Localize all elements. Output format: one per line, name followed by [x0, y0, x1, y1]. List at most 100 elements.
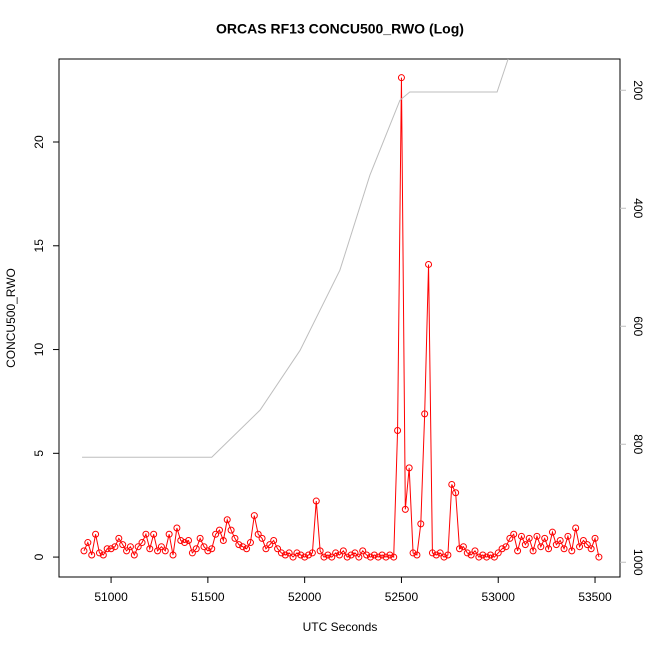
data-point [130, 551, 138, 559]
chart-title: ORCAS RF13 CONCU500_RWO (Log) [216, 21, 464, 37]
y-tick-label: 15 [32, 239, 46, 253]
data-point [250, 512, 258, 520]
data-point [479, 551, 487, 559]
data-point [382, 553, 390, 561]
data-point [428, 549, 436, 557]
data-point [165, 530, 173, 538]
data-point [308, 549, 316, 557]
data-point [88, 551, 96, 559]
data-point [448, 480, 456, 488]
data-point [154, 547, 162, 555]
data-point [215, 526, 223, 534]
data-point [409, 549, 417, 557]
data-point [548, 528, 556, 536]
data-line [83, 77, 600, 558]
data-point [456, 545, 464, 553]
data-point [115, 534, 123, 542]
data-point [440, 553, 448, 561]
data-point [397, 74, 405, 82]
data-point [502, 543, 510, 551]
data-point [227, 526, 235, 534]
data-point [529, 547, 537, 555]
data-point [421, 410, 429, 418]
data-point [514, 547, 522, 555]
data-point [556, 536, 564, 544]
data-point [103, 545, 111, 553]
data-point [305, 551, 313, 559]
data-point [107, 545, 115, 553]
data-point [510, 530, 518, 538]
data-point [351, 549, 359, 557]
data-point [425, 260, 433, 268]
x-tick-label: 53000 [482, 590, 516, 604]
data-point [463, 549, 471, 557]
data-point [591, 534, 599, 542]
data-point [366, 553, 374, 561]
data-point [359, 547, 367, 555]
y-tick-label: 0 [32, 553, 46, 560]
data-point [185, 536, 193, 544]
data-point [583, 541, 591, 549]
data-point [517, 532, 525, 540]
data-point [192, 545, 200, 553]
data-point [196, 534, 204, 542]
data-point [92, 530, 100, 538]
data-point [138, 539, 146, 547]
data-point [545, 545, 553, 553]
data-point [386, 551, 394, 559]
x-tick-label: 51500 [191, 590, 225, 604]
data-point [281, 551, 289, 559]
data-point [378, 551, 386, 559]
data-point [568, 547, 576, 555]
y2-tick-label: 200 [631, 80, 645, 100]
data-point [374, 553, 382, 561]
data-point [533, 532, 541, 540]
data-point [355, 553, 363, 561]
data-point [541, 534, 549, 542]
data-point [274, 545, 282, 553]
data-point [506, 534, 514, 542]
data-point [297, 551, 305, 559]
data-point [363, 551, 371, 559]
data-point [444, 551, 452, 559]
data-point [343, 553, 351, 561]
x-tick-label: 52500 [385, 590, 419, 604]
data-point [95, 549, 103, 557]
data-point [157, 543, 165, 551]
data-point [204, 547, 212, 555]
data-point [436, 549, 444, 557]
data-point [483, 553, 491, 561]
data-point [262, 545, 270, 553]
y2-tick-label: 600 [631, 316, 645, 336]
data-point [239, 543, 247, 551]
data-point [587, 545, 595, 553]
data-point [208, 545, 216, 553]
data-point [188, 549, 196, 557]
data-point [595, 553, 603, 561]
data-point [150, 530, 158, 538]
data-point [212, 530, 220, 538]
data-point [142, 530, 150, 538]
data-point [494, 549, 502, 557]
data-point [173, 524, 181, 532]
y-tick-label: 10 [32, 343, 46, 357]
data-point [146, 545, 154, 553]
data-point [525, 534, 533, 542]
data-point [339, 547, 347, 555]
data-point [126, 543, 134, 551]
data-point [320, 553, 328, 561]
y2-tick-label: 400 [631, 198, 645, 218]
data-point [401, 505, 409, 513]
data-point [231, 534, 239, 542]
data-point [459, 543, 467, 551]
data-point [332, 549, 340, 557]
y-tick-label: 5 [32, 450, 46, 457]
y2-tick-label: 1000 [631, 549, 645, 576]
data-point [328, 553, 336, 561]
data-point [246, 539, 254, 547]
data-point [223, 516, 231, 524]
data-point [336, 551, 343, 559]
data-point [285, 549, 293, 557]
data-point [490, 553, 498, 561]
